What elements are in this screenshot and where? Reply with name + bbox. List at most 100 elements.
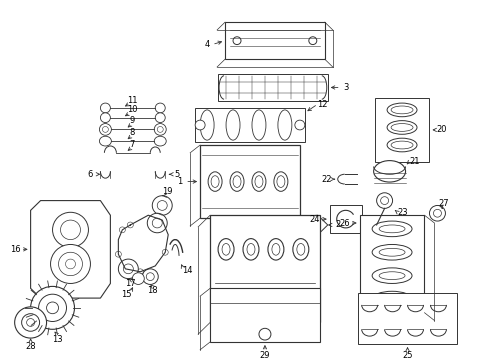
Ellipse shape	[379, 272, 405, 280]
Ellipse shape	[243, 239, 259, 260]
Circle shape	[58, 252, 82, 276]
Circle shape	[162, 249, 168, 255]
Ellipse shape	[272, 243, 280, 255]
Polygon shape	[268, 215, 328, 235]
Text: 15: 15	[121, 290, 132, 299]
Bar	[375, 98, 429, 162]
Circle shape	[259, 328, 271, 340]
Bar	[360, 215, 424, 313]
Ellipse shape	[372, 291, 412, 307]
Ellipse shape	[387, 138, 417, 152]
Ellipse shape	[226, 110, 240, 140]
Circle shape	[295, 120, 305, 130]
Text: 5: 5	[174, 170, 180, 179]
Ellipse shape	[255, 176, 263, 188]
Circle shape	[66, 259, 75, 269]
Circle shape	[298, 223, 306, 231]
Bar	[225, 22, 325, 59]
Circle shape	[370, 226, 379, 234]
Text: 9: 9	[130, 116, 135, 125]
Circle shape	[157, 201, 167, 210]
Text: 8: 8	[130, 128, 135, 137]
Circle shape	[434, 210, 441, 217]
Circle shape	[310, 223, 318, 231]
Circle shape	[137, 269, 143, 275]
Circle shape	[50, 244, 91, 283]
Text: 29: 29	[260, 351, 270, 360]
Text: 17: 17	[125, 279, 136, 288]
Circle shape	[115, 251, 122, 257]
Text: 12: 12	[318, 100, 328, 109]
Circle shape	[26, 319, 35, 327]
Circle shape	[100, 113, 110, 123]
Bar	[330, 206, 362, 233]
Bar	[200, 145, 300, 218]
Ellipse shape	[297, 243, 305, 255]
Text: 3: 3	[343, 83, 348, 92]
Text: 25: 25	[402, 351, 413, 360]
Circle shape	[309, 37, 317, 45]
Ellipse shape	[372, 268, 412, 283]
Bar	[210, 215, 320, 323]
Ellipse shape	[247, 243, 255, 255]
Ellipse shape	[222, 243, 230, 255]
Text: 6: 6	[88, 170, 93, 179]
Circle shape	[147, 273, 154, 280]
Text: 22: 22	[321, 175, 332, 184]
Circle shape	[142, 269, 158, 284]
Circle shape	[22, 314, 40, 331]
Ellipse shape	[379, 225, 405, 233]
Ellipse shape	[200, 110, 214, 140]
Circle shape	[99, 123, 111, 135]
Circle shape	[47, 302, 58, 314]
Circle shape	[120, 227, 125, 233]
Circle shape	[381, 197, 389, 204]
Ellipse shape	[274, 172, 288, 191]
Ellipse shape	[252, 110, 266, 140]
Circle shape	[195, 120, 205, 130]
Circle shape	[147, 213, 167, 233]
Ellipse shape	[154, 136, 166, 146]
Ellipse shape	[268, 239, 284, 260]
Circle shape	[15, 307, 47, 338]
Circle shape	[152, 218, 162, 228]
Circle shape	[30, 287, 74, 329]
Circle shape	[102, 126, 108, 132]
Text: 27: 27	[438, 199, 449, 208]
Ellipse shape	[293, 239, 309, 260]
Circle shape	[127, 222, 133, 228]
Ellipse shape	[391, 141, 413, 149]
Ellipse shape	[372, 244, 412, 260]
Ellipse shape	[208, 172, 222, 191]
Bar	[358, 293, 457, 344]
Text: 4: 4	[204, 40, 210, 49]
Text: 16: 16	[10, 245, 21, 254]
Circle shape	[429, 206, 445, 221]
Ellipse shape	[391, 106, 413, 114]
Ellipse shape	[233, 176, 241, 188]
Circle shape	[219, 291, 233, 305]
Text: 11: 11	[127, 96, 138, 105]
Ellipse shape	[387, 103, 417, 117]
Bar	[195, 108, 305, 142]
Ellipse shape	[387, 121, 417, 134]
Circle shape	[52, 212, 89, 247]
Text: 2: 2	[335, 220, 341, 229]
Circle shape	[119, 259, 138, 279]
Circle shape	[155, 113, 165, 123]
Ellipse shape	[99, 136, 111, 146]
Ellipse shape	[379, 248, 405, 256]
Text: 1: 1	[177, 177, 183, 186]
Ellipse shape	[211, 176, 219, 188]
Circle shape	[100, 103, 110, 113]
Circle shape	[286, 223, 294, 231]
Text: 14: 14	[182, 266, 193, 275]
Circle shape	[123, 264, 133, 274]
Text: 23: 23	[397, 208, 408, 217]
Text: 10: 10	[127, 105, 138, 114]
Ellipse shape	[372, 221, 412, 237]
Ellipse shape	[230, 172, 244, 191]
Circle shape	[159, 217, 165, 223]
Circle shape	[157, 126, 163, 132]
Circle shape	[154, 123, 166, 135]
